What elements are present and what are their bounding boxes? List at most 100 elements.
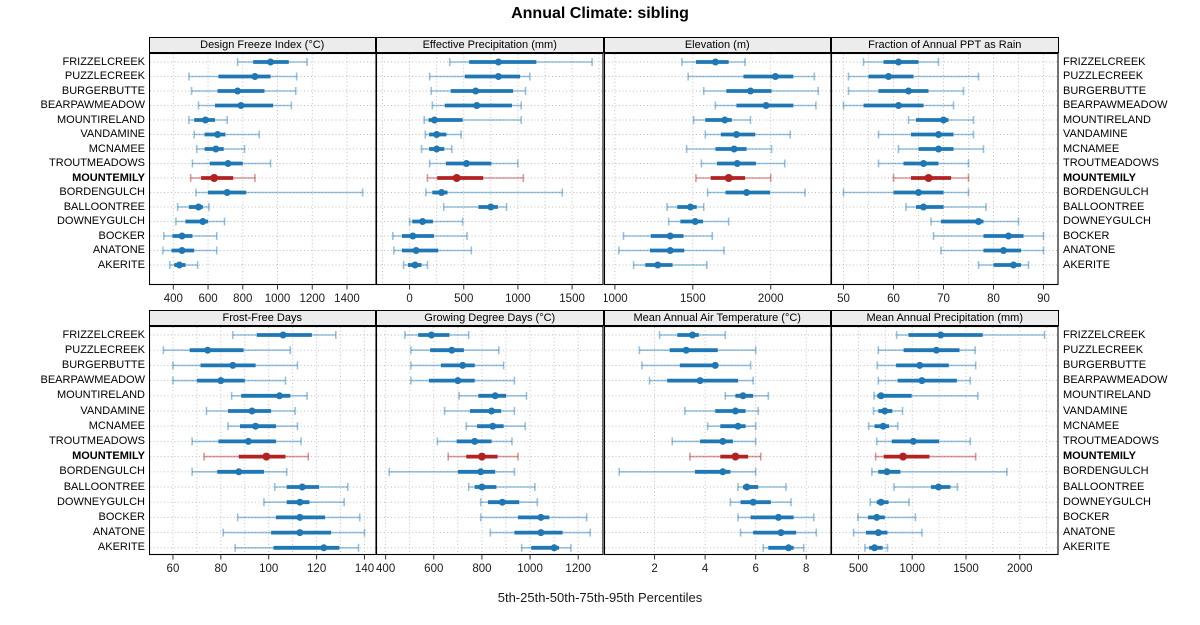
percentile-row-downeygulch [174,217,225,226]
median-dot [462,160,470,167]
axis-tick-label: 80 [214,563,227,575]
percentile-row-balloontree [467,483,536,491]
site-label-right-anatone: ANATONE [1063,526,1116,539]
percentile-row-bearpawmeadow [714,101,817,110]
percentile-row-akerite [977,261,1030,269]
percentile-row-bearpawmeadow [410,376,516,385]
percentile-row-troutmeadows [436,437,513,446]
percentile-row-mcnamee [195,145,245,153]
percentile-row-puzzlecreek [847,72,980,81]
median-dot [718,437,726,445]
median-dot [749,498,757,506]
median-dot [471,437,479,445]
median-dot [776,529,784,537]
site-label-right-frizzelcreek: FRIZZELCREEK [1063,328,1146,341]
axis-tick-label: 500 [454,293,473,305]
median-dot [733,422,741,430]
site-label-right-vandamine: VANDAMINE [1063,128,1128,140]
axis-tick-label: 600 [424,563,443,575]
median-dot [233,87,241,95]
percentile-row-anatone [393,246,473,255]
median-dot [295,513,303,521]
median-dot [477,452,486,461]
site-label-right-bordengulch: BORDENGULCH [1063,186,1149,198]
percentile-row-balloontree [665,203,705,211]
median-dot [201,116,209,124]
panel-effective-precipitation-mm: Effective Precipitation (mm) 0 500 1000 1500 [376,37,604,309]
median-dot [494,73,502,80]
axis-tick-label: 1500 [953,563,979,575]
median-dot [216,377,224,385]
median-dot [1005,232,1012,240]
median-dot [431,116,438,124]
site-label-right-downeygulch: DOWNEYGULCH [1063,495,1152,508]
median-dot [473,102,481,109]
percentile-row-vandamine [192,130,260,139]
percentile-row-anatone [940,246,1045,255]
site-label-right-anatone: ANATONE [1063,244,1116,256]
site-label-right-downeygulch: DOWNEYGULCH [1063,215,1152,227]
median-dot [873,513,881,521]
axis-tick-label: 1000 [899,563,925,575]
panel-mean-annual-air-temperature-c: Mean Annual Air Temperature (°C) 2 4 6 8 [603,310,832,579]
panel-frame [603,53,832,286]
median-dot [686,203,694,211]
median-dot [213,131,221,138]
median-dot [409,232,417,240]
median-dot [488,407,496,415]
median-dot [653,261,661,269]
median-dot [877,498,885,506]
median-dot [489,422,497,430]
median-dot [885,73,892,80]
percentile-row-bordengulch [194,188,363,197]
axis-tick-label: 2 [651,563,657,575]
percentile-row-mountireland [187,116,228,124]
median-dot [448,346,456,354]
percentile-row-frizzelcreek [231,331,337,339]
median-dot [730,452,739,461]
percentile-row-mountireland [230,391,308,400]
panel-frame [376,326,604,556]
median-dot [879,422,887,430]
median-dot [724,174,733,182]
percentile-row-downeygulch [408,217,464,226]
percentile-row-mountemily [892,174,970,182]
percentile-row-burgerbutte [190,87,297,95]
percentile-row-troutmeadows [428,159,519,168]
median-dot [742,483,750,491]
percentile-row-vandamine [205,407,296,415]
percentile-row-vandamine [877,130,975,139]
percentile-row-downeygulch [729,498,792,507]
panel-strip-mean-annual-precipitation-mm: Mean Annual Precipitation (mm) [831,310,1059,326]
axis-tick-label: 400 [376,563,395,575]
site-label-left-anatone: ANATONE [92,526,145,539]
median-dot [899,452,908,461]
percentile-row-frizzelcreek [236,58,308,66]
site-label-left-burgerbutte: BURGERBUTTE [61,358,145,371]
percentile-row-akerite [168,261,198,269]
axis-tick-label: 90 [1037,293,1050,305]
median-dot [459,361,467,369]
percentile-row-bordengulch [842,188,970,197]
median-dot [771,73,779,80]
median-dot [732,131,740,138]
site-label-left-akerite: AKERITE [97,541,145,554]
percentile-row-mountireland [458,391,528,400]
median-dot [498,498,506,506]
axis-tick-label: 1400 [334,293,360,305]
percentile-row-bordengulch [190,467,287,476]
percentile-row-frizzelcreek [448,58,593,66]
percentile-row-troutmeadows [191,159,271,168]
median-dot [774,513,782,521]
percentile-row-troutmeadows [190,437,302,446]
median-dot [711,58,719,66]
median-dot [411,261,419,269]
panel-frame [148,53,377,286]
percentile-row-bocker [391,232,468,240]
percentile-row-mcnamee [897,145,985,153]
site-label-left-mountireland: MOUNTIRELAND [56,113,145,126]
site-label-left-frizzelcreek: FRIZZELCREEK [62,328,145,341]
median-dot [696,377,704,385]
median-dot [234,468,242,476]
axis-tick-label: 2000 [757,293,783,305]
